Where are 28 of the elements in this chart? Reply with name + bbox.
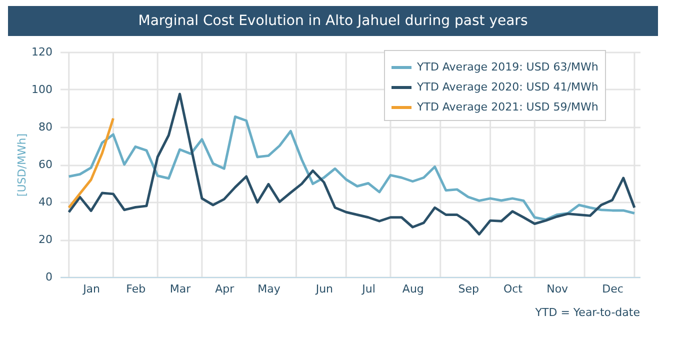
y-tick-label: 80 — [38, 120, 52, 134]
x-tick-label: Nov — [546, 282, 569, 296]
x-tick-label: Apr — [215, 282, 235, 296]
y-tick-label: 0 — [46, 270, 52, 284]
legend-label: YTD Average 2019: USD 63/MWh — [416, 60, 598, 74]
x-tick-label: Aug — [402, 282, 424, 296]
x-tick-label: Jan — [82, 282, 100, 296]
x-tick-label: Jun — [314, 282, 334, 296]
line-series — [68, 92, 636, 236]
x-tick-label: Oct — [503, 282, 524, 296]
y-tick-label: 120 — [32, 46, 52, 58]
y-tick-label: 20 — [38, 233, 52, 246]
text: YTD = Year-to-date — [534, 306, 640, 319]
chart-title: Marginal Cost Evolution in Alto Jahuel during past years — [138, 13, 528, 29]
line-series — [68, 115, 636, 221]
x-tick-label: Jul — [361, 282, 376, 296]
x-tick-label: Mar — [170, 282, 192, 296]
x-tick-label: Sep — [458, 282, 479, 296]
legend-label: YTD Average 2021: USD 59/MWh — [416, 100, 598, 114]
legend-label: YTD Average 2020: USD 41/MWh — [416, 80, 598, 94]
y-tick-label: 60 — [38, 158, 52, 171]
x-tick-label: Feb — [126, 282, 146, 296]
line-series — [68, 117, 114, 209]
y-tick-label: 40 — [38, 196, 52, 208]
x-tick-label: May — [258, 282, 281, 296]
y-axis-title: [USD/MWh] — [16, 133, 29, 197]
x-tick-label: Dec — [602, 282, 624, 296]
y-tick-label: 100 — [32, 83, 52, 96]
